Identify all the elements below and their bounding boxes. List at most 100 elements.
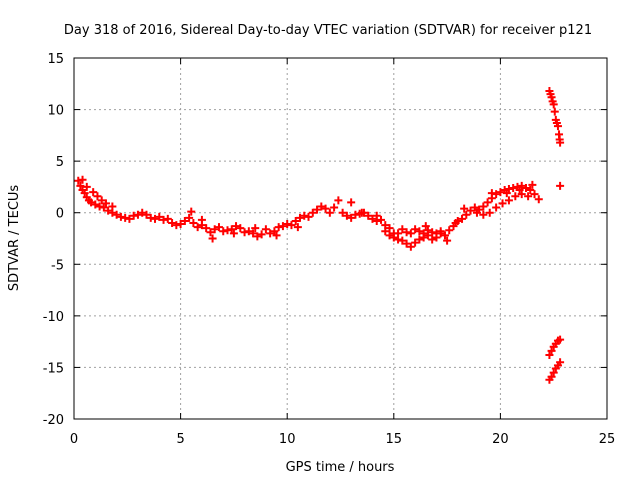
data-point bbox=[462, 210, 471, 219]
data-point bbox=[547, 372, 556, 381]
data-point bbox=[249, 229, 258, 238]
data-point bbox=[402, 228, 411, 237]
data-point bbox=[202, 224, 211, 233]
data-point bbox=[116, 212, 125, 221]
data-point bbox=[511, 192, 520, 201]
data-point bbox=[423, 226, 432, 235]
data-point bbox=[313, 205, 322, 214]
data-point bbox=[368, 214, 377, 223]
data-point bbox=[472, 208, 481, 217]
data-point bbox=[125, 214, 134, 223]
data-point bbox=[321, 204, 330, 213]
data-point bbox=[415, 235, 424, 244]
data-point bbox=[372, 211, 381, 220]
data-point bbox=[347, 198, 356, 207]
data-point bbox=[492, 203, 501, 212]
data-point bbox=[517, 190, 526, 199]
data-point bbox=[104, 206, 113, 215]
y-tick-label: 5 bbox=[56, 155, 64, 170]
data-point bbox=[283, 220, 292, 229]
data-point bbox=[240, 228, 249, 237]
data-point bbox=[411, 238, 420, 247]
data-point bbox=[556, 181, 565, 190]
data-point bbox=[351, 210, 360, 219]
data-point bbox=[479, 202, 488, 211]
data-point bbox=[492, 190, 501, 199]
data-point bbox=[325, 208, 334, 217]
data-point bbox=[421, 222, 430, 231]
data-point bbox=[146, 213, 155, 222]
data-point bbox=[89, 188, 98, 197]
data-point bbox=[168, 219, 177, 228]
data-point bbox=[142, 210, 151, 219]
data-point bbox=[342, 211, 351, 220]
data-point bbox=[159, 215, 168, 224]
data-point bbox=[82, 182, 91, 191]
data-point bbox=[112, 210, 121, 219]
data-point bbox=[274, 223, 283, 232]
data-point bbox=[347, 213, 356, 222]
data-point bbox=[257, 230, 266, 239]
data-point bbox=[253, 232, 262, 241]
data-point bbox=[534, 195, 543, 204]
data-point bbox=[419, 229, 428, 238]
data-point bbox=[549, 368, 558, 377]
data-point bbox=[509, 183, 518, 192]
y-tick-label: -10 bbox=[43, 310, 64, 325]
data-point bbox=[428, 228, 437, 237]
data-point bbox=[99, 203, 108, 212]
data-point bbox=[485, 208, 494, 217]
data-point bbox=[398, 225, 407, 234]
data-point bbox=[93, 192, 102, 201]
y-tick-label: -15 bbox=[43, 361, 64, 376]
data-point bbox=[193, 223, 202, 232]
grid bbox=[74, 58, 607, 419]
data-point bbox=[445, 226, 454, 235]
data-point bbox=[556, 358, 565, 367]
data-point bbox=[550, 107, 559, 116]
data-point bbox=[232, 222, 241, 231]
data-point bbox=[548, 97, 557, 106]
data-point bbox=[415, 227, 424, 236]
data-point bbox=[338, 208, 347, 217]
data-point bbox=[411, 225, 420, 234]
data-point bbox=[428, 235, 437, 244]
data-point bbox=[458, 214, 467, 223]
data-points bbox=[74, 87, 565, 384]
data-point bbox=[436, 227, 445, 236]
data-point bbox=[138, 208, 147, 217]
data-point bbox=[406, 242, 415, 251]
data-point bbox=[266, 229, 275, 238]
data-point bbox=[97, 196, 106, 205]
data-point bbox=[272, 231, 281, 240]
data-point bbox=[133, 210, 142, 219]
data-point bbox=[498, 199, 507, 208]
data-point bbox=[236, 224, 245, 233]
data-point bbox=[91, 200, 100, 209]
data-point bbox=[208, 234, 217, 243]
data-point bbox=[206, 228, 215, 237]
data-point bbox=[287, 221, 296, 230]
data-point bbox=[214, 223, 223, 232]
data-point bbox=[334, 196, 343, 205]
data-point bbox=[330, 203, 339, 212]
data-point bbox=[155, 212, 164, 221]
data-point bbox=[470, 203, 479, 212]
data-point bbox=[95, 202, 104, 211]
data-point bbox=[187, 207, 196, 216]
data-point bbox=[466, 206, 475, 215]
data-point bbox=[308, 208, 317, 217]
data-point bbox=[517, 181, 526, 190]
data-point bbox=[440, 231, 449, 240]
data-point bbox=[176, 220, 185, 229]
y-axis-label: SDTVAR / TECUs bbox=[7, 185, 22, 292]
data-point bbox=[552, 118, 561, 127]
data-point bbox=[443, 236, 452, 245]
data-point bbox=[270, 227, 279, 236]
data-point bbox=[80, 189, 89, 198]
axis-ticks: 0 5 10 15 20 25 -20 -15 -10 -5 0 5 10 15 bbox=[43, 52, 616, 447]
data-point bbox=[317, 202, 326, 211]
data-point bbox=[261, 225, 270, 234]
data-point bbox=[229, 229, 238, 238]
data-point bbox=[121, 213, 130, 222]
